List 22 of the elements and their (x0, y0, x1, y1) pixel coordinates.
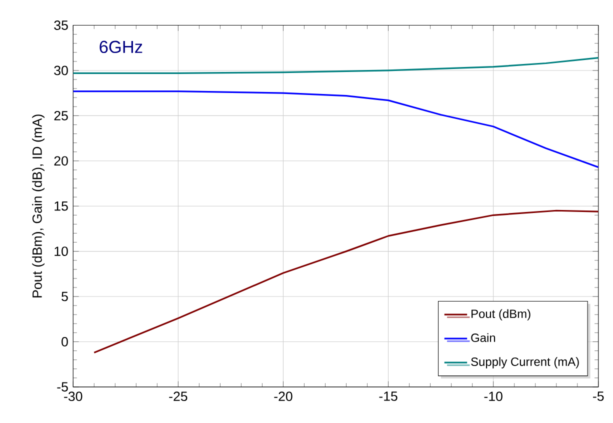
y-tick-label: 20 (54, 156, 68, 166)
y-tick-label: 35 (54, 20, 68, 30)
x-tick-label: -25 (169, 392, 188, 402)
y-tick-label: 30 (54, 66, 68, 76)
y-tick-label: 25 (54, 111, 68, 120)
line-series (93, 210, 598, 354)
x-tick-label: -15 (379, 392, 398, 401)
x-tick-label: -30 (64, 392, 82, 402)
legend-label: Gain (471, 333, 496, 342)
y-tick-label: -5 (57, 382, 68, 392)
y-tick-label: 5 (62, 292, 68, 302)
line-series (73, 90, 598, 168)
legend-label: Supply Current (mA) (471, 357, 579, 368)
annotation: 6GHz (100, 40, 142, 54)
x-tick-label: -10 (484, 392, 502, 402)
y-tick-label: 0 (62, 337, 68, 347)
legend-label: Pout (dBm) (472, 309, 530, 320)
y-tick-label: 10 (54, 246, 68, 256)
x-tick-label: -5 (593, 392, 604, 401)
x-tick-label: -20 (274, 392, 292, 402)
y-axis-title: Pout (dBm), Gain (dB), ID (mA) (32, 114, 45, 298)
y-tick-label: 15 (54, 202, 68, 211)
